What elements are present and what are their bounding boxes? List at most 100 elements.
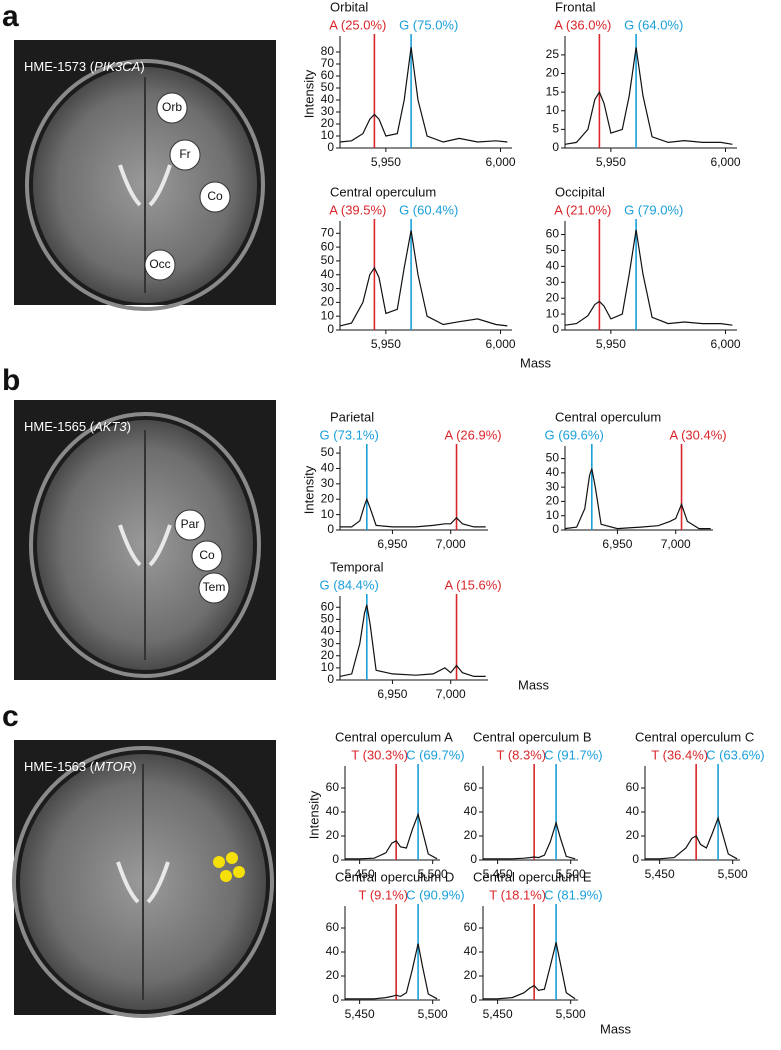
mri-ventricle <box>118 524 172 567</box>
y-tick-label: 0 <box>327 322 334 336</box>
y-tick-label: 0 <box>470 992 477 1006</box>
intensity-trace <box>564 47 733 145</box>
y-tick-label: 30 <box>321 636 335 650</box>
image-caption-part: ) <box>127 419 131 434</box>
chart-title: Central operculum B <box>473 729 592 744</box>
sample-site <box>220 870 232 882</box>
y-tick-label: 50 <box>321 80 335 94</box>
region-marker <box>199 181 231 213</box>
y-tick-label: 0 <box>552 140 559 154</box>
y-tick-label: 50 <box>321 445 335 459</box>
region-marker <box>156 92 188 124</box>
intensity-trace <box>339 604 486 677</box>
x-tick-label: 5,500 <box>556 867 586 881</box>
y-tick-label: 40 <box>321 267 335 281</box>
y-tick-label: 70 <box>321 56 335 70</box>
x-tick-label: 5,500 <box>556 1007 586 1021</box>
x-tick-label: 5,450 <box>483 1007 513 1021</box>
intensity-trace <box>339 230 508 327</box>
y-tick-label: 40 <box>546 465 560 479</box>
panel-letter: b <box>2 364 20 397</box>
allele-label: A (39.5%) <box>329 202 386 217</box>
image-caption-part: PIK3CA <box>94 59 140 74</box>
x-axis-label: Mass <box>600 1021 632 1036</box>
image-caption-part: HME-1565 ( <box>24 419 95 434</box>
intensity-trace <box>564 229 733 326</box>
y-tick-label: 0 <box>327 522 334 536</box>
y-tick-label: 20 <box>321 116 335 130</box>
x-tick-label: 5,950 <box>371 155 401 169</box>
y-tick-label: 60 <box>321 599 335 613</box>
y-tick-label: 30 <box>321 104 335 118</box>
y-tick-label: 50 <box>321 612 335 626</box>
allele-label: G (79.0%) <box>624 202 683 217</box>
region-marker <box>144 249 176 281</box>
y-tick-label: 20 <box>546 66 560 80</box>
x-tick-label: 5,450 <box>345 1007 375 1021</box>
y-tick-label: 10 <box>321 507 335 521</box>
region-label: Fr <box>179 147 190 161</box>
mri-ventricle <box>118 164 172 207</box>
y-tick-label: 30 <box>546 479 560 493</box>
allele-label: A (15.6%) <box>445 577 502 592</box>
region-marker <box>198 572 230 604</box>
chart-title: Central operculum E <box>473 869 592 884</box>
y-tick-label: 10 <box>546 103 560 117</box>
y-tick-label: 0 <box>470 852 477 866</box>
x-tick-label: 6,950 <box>377 687 407 701</box>
y-tick-label: 0 <box>552 322 559 336</box>
y-tick-label: 0 <box>332 852 339 866</box>
allele-label: G (73.1%) <box>320 427 379 442</box>
mri-ventricle <box>116 861 170 904</box>
y-tick-label: 20 <box>321 295 335 309</box>
x-tick-label: 5,450 <box>483 867 513 881</box>
x-tick-label: 6,000 <box>486 337 516 351</box>
allele-label: A (30.4%) <box>670 427 727 442</box>
x-tick-label: 5,450 <box>345 867 375 881</box>
y-tick-label: 40 <box>626 804 640 818</box>
y-tick-label: 40 <box>326 944 340 958</box>
x-tick-label: 6,000 <box>711 155 741 169</box>
allele-label: C (81.9%) <box>544 887 603 902</box>
y-tick-label: 0 <box>327 672 334 686</box>
y-tick-label: 40 <box>321 461 335 475</box>
intensity-trace <box>645 816 738 860</box>
x-tick-label: 5,950 <box>596 337 626 351</box>
y-tick-label: 30 <box>321 476 335 490</box>
y-tick-label: 40 <box>464 804 478 818</box>
region-label: Orb <box>162 100 182 114</box>
y-tick-label: 10 <box>546 306 560 320</box>
x-tick-label: 7,000 <box>436 687 466 701</box>
y-tick-label: 0 <box>552 522 559 536</box>
chart-title: Central operculum D <box>335 869 454 884</box>
chart-title: Occipital <box>555 184 605 199</box>
image-caption: HME-1565 (AKT3) <box>24 419 131 434</box>
y-tick-label: 60 <box>321 239 335 253</box>
chart-title: Frontal <box>555 0 596 14</box>
y-tick-label: 80 <box>321 44 335 58</box>
allele-label: A (36.0%) <box>554 17 611 32</box>
x-tick-label: 7,000 <box>436 537 466 551</box>
x-tick-label: 6,000 <box>711 337 741 351</box>
panel-letter: c <box>2 700 19 733</box>
y-tick-label: 20 <box>326 968 340 982</box>
allele-label: C (69.7%) <box>406 747 465 762</box>
x-tick-label: 5,500 <box>718 867 748 881</box>
y-tick-label: 70 <box>321 225 335 239</box>
y-tick-label: 5 <box>552 122 559 136</box>
y-axis-label: Intensity <box>301 465 316 514</box>
region-label: Co <box>207 189 223 203</box>
y-tick-label: 15 <box>546 84 560 98</box>
allele-label: G (69.6%) <box>545 427 604 442</box>
y-tick-label: 50 <box>546 451 560 465</box>
image-caption: HME-1563 (MTOR) <box>24 759 136 774</box>
allele-label: T (18.1%) <box>489 887 546 902</box>
image-caption-part: ) <box>132 759 136 774</box>
x-axis-label: Mass <box>520 355 552 370</box>
y-tick-label: 20 <box>464 828 478 842</box>
chart-title: Central operculum A <box>335 729 453 744</box>
y-tick-label: 40 <box>326 804 340 818</box>
y-tick-label: 10 <box>546 508 560 522</box>
